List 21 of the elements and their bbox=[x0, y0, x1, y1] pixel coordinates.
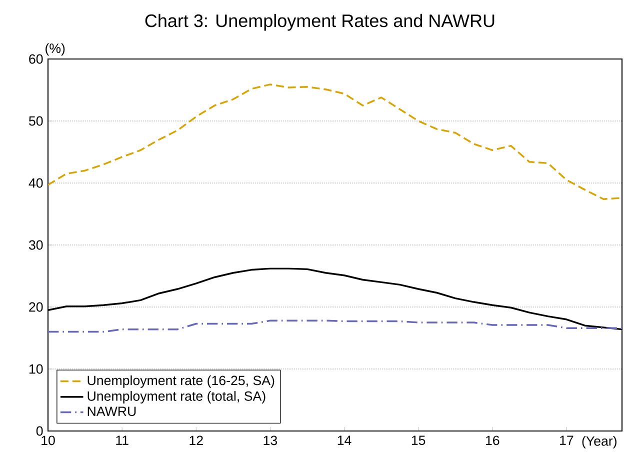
x-tick-label: 15 bbox=[412, 436, 426, 446]
x-tick-label: 14 bbox=[338, 436, 352, 445]
x-axis-title: (Year) bbox=[582, 436, 616, 448]
x-tick-label: 16 bbox=[486, 436, 500, 446]
y-tick-label: 10 bbox=[29, 364, 43, 374]
legend-label: Unemployment rate (16-25, SA) bbox=[88, 375, 274, 388]
y-tick-label: 50 bbox=[29, 116, 43, 126]
y-tick-label: 20 bbox=[29, 302, 43, 312]
y-tick-label: 0 bbox=[36, 426, 43, 436]
x-tick-label: 13 bbox=[264, 436, 278, 446]
y-axis-title: (%) bbox=[46, 43, 65, 56]
y-tick-label: 60 bbox=[29, 54, 43, 64]
chart-title: Chart 3: Unemployment Rates and NAWRU bbox=[145, 14, 494, 31]
y-tick-label: 40 bbox=[28, 178, 43, 188]
x-tick-label: 10 bbox=[42, 436, 55, 446]
x-tick-label: 12 bbox=[190, 436, 203, 446]
legend-label: Unemployment rate (total, SA) bbox=[88, 391, 266, 404]
y-tick-label: 30 bbox=[28, 240, 43, 250]
x-tick-label: 11 bbox=[116, 436, 128, 445]
x-tick-label: 17 bbox=[560, 436, 574, 445]
legend-label: NAWRU bbox=[88, 406, 136, 416]
